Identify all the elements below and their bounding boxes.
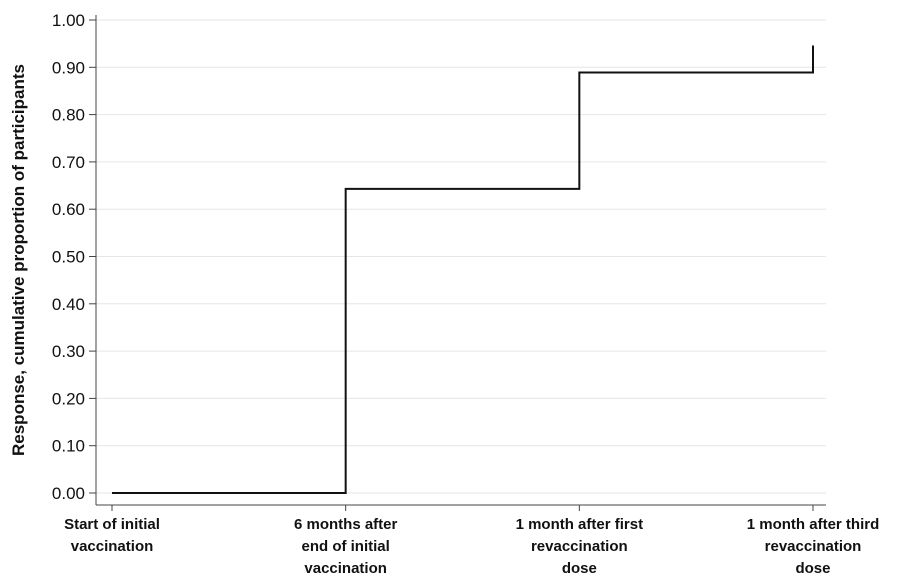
y-tick-labels: 0.00 0.10 0.20 0.30 0.40 0.50 0.60 0.70 0.80 0.90…: [52, 11, 85, 503]
series: [112, 45, 814, 494]
y-tick-label: 0.70: [52, 153, 85, 172]
grid-lines: [96, 19, 826, 494]
x-category-label: 1 month after first revaccination dose: [516, 516, 644, 577]
x-category-label-line: revaccination: [531, 538, 628, 555]
x-category-label-line: vaccination: [71, 538, 154, 555]
y-axis-title: Response, cumulative proportion of parti…: [9, 64, 28, 456]
x-category-label-line: 6 months after: [294, 516, 398, 533]
x-category-label-line: vaccination: [304, 560, 387, 577]
series-line: [112, 45, 814, 494]
y-tick-label: 0.10: [52, 437, 85, 456]
y-tick-label: 0.30: [52, 342, 85, 361]
x-category-label-line: dose: [795, 560, 830, 577]
y-tick-label: 0.20: [52, 389, 85, 408]
x-category-label: 6 months after end of initial vaccination: [294, 516, 398, 577]
x-category-label-line: dose: [562, 560, 597, 577]
y-tick-label: 0.90: [52, 58, 85, 77]
x-category-label: Start of initial vaccination: [64, 516, 160, 555]
x-category-label-line: revaccination: [765, 538, 862, 555]
y-tick-label: 0.60: [52, 200, 85, 219]
y-tick-label: 0.00: [52, 484, 85, 503]
y-tick-label: 0.80: [52, 106, 85, 125]
x-category-label: 1 month after third revaccination dose: [747, 516, 880, 577]
y-tick-label: 0.50: [52, 248, 85, 267]
x-category-label-line: end of initial: [301, 538, 389, 555]
x-category-label-line: Start of initial: [64, 516, 160, 533]
x-category-label-line: 1 month after first: [516, 516, 644, 533]
y-tick-label: 1.00: [52, 11, 85, 30]
axes: [89, 15, 826, 511]
x-category-label-line: 1 month after third: [747, 516, 880, 533]
y-tick-label: 0.40: [52, 295, 85, 314]
